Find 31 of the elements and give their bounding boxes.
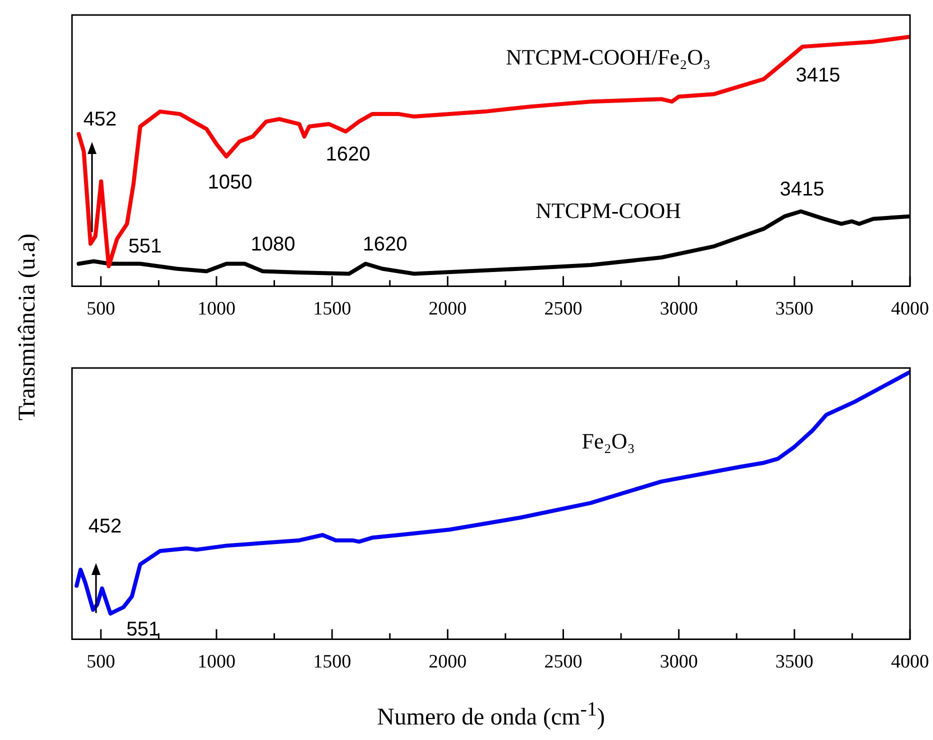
annotation: 452: [88, 516, 122, 538]
series-label: Fe₂O₃: [582, 428, 635, 454]
x-tick-label: 500: [86, 652, 116, 673]
y-axis-title: Transmitância (u.a): [14, 234, 42, 421]
x-tick-label: 2000: [428, 652, 467, 673]
x-tick-label: 500: [86, 298, 116, 320]
x-tick-label: 3500: [775, 652, 814, 673]
annotation: 1050: [208, 172, 252, 194]
x-tick-label: 2500: [544, 652, 582, 673]
annotation: 551: [128, 236, 162, 258]
x-tick-label: 1500: [313, 652, 352, 673]
x-axis-title: Numero de onda (cm$^{-1}$): [377, 698, 605, 732]
annotation: 3415: [796, 64, 840, 87]
x-tick-label: 1500: [313, 298, 352, 320]
x-tick-label: 4000: [891, 298, 929, 320]
x-tick-label: 4000: [891, 652, 929, 673]
annotation: 551: [126, 618, 160, 641]
x-tick-label: 2500: [544, 298, 582, 320]
x-tick-label: 1000: [197, 298, 236, 320]
series-label: NTCPM-COOH: [536, 198, 682, 223]
series-label: NTCPM-COOH/Fe₂O₃: [506, 44, 711, 70]
x-tick-label: 1000: [197, 652, 236, 673]
annotation: 1080: [250, 234, 296, 256]
annotation: 3415: [780, 178, 824, 201]
x-tick-label: 3000: [660, 298, 698, 320]
annotation: 452: [83, 108, 117, 131]
annotation: 1620: [326, 144, 370, 166]
x-tick-label: 3000: [660, 652, 698, 673]
x-tick-label: 3500: [775, 298, 814, 320]
annotation: 1620: [362, 234, 408, 256]
x-tick-label: 2000: [428, 298, 467, 320]
